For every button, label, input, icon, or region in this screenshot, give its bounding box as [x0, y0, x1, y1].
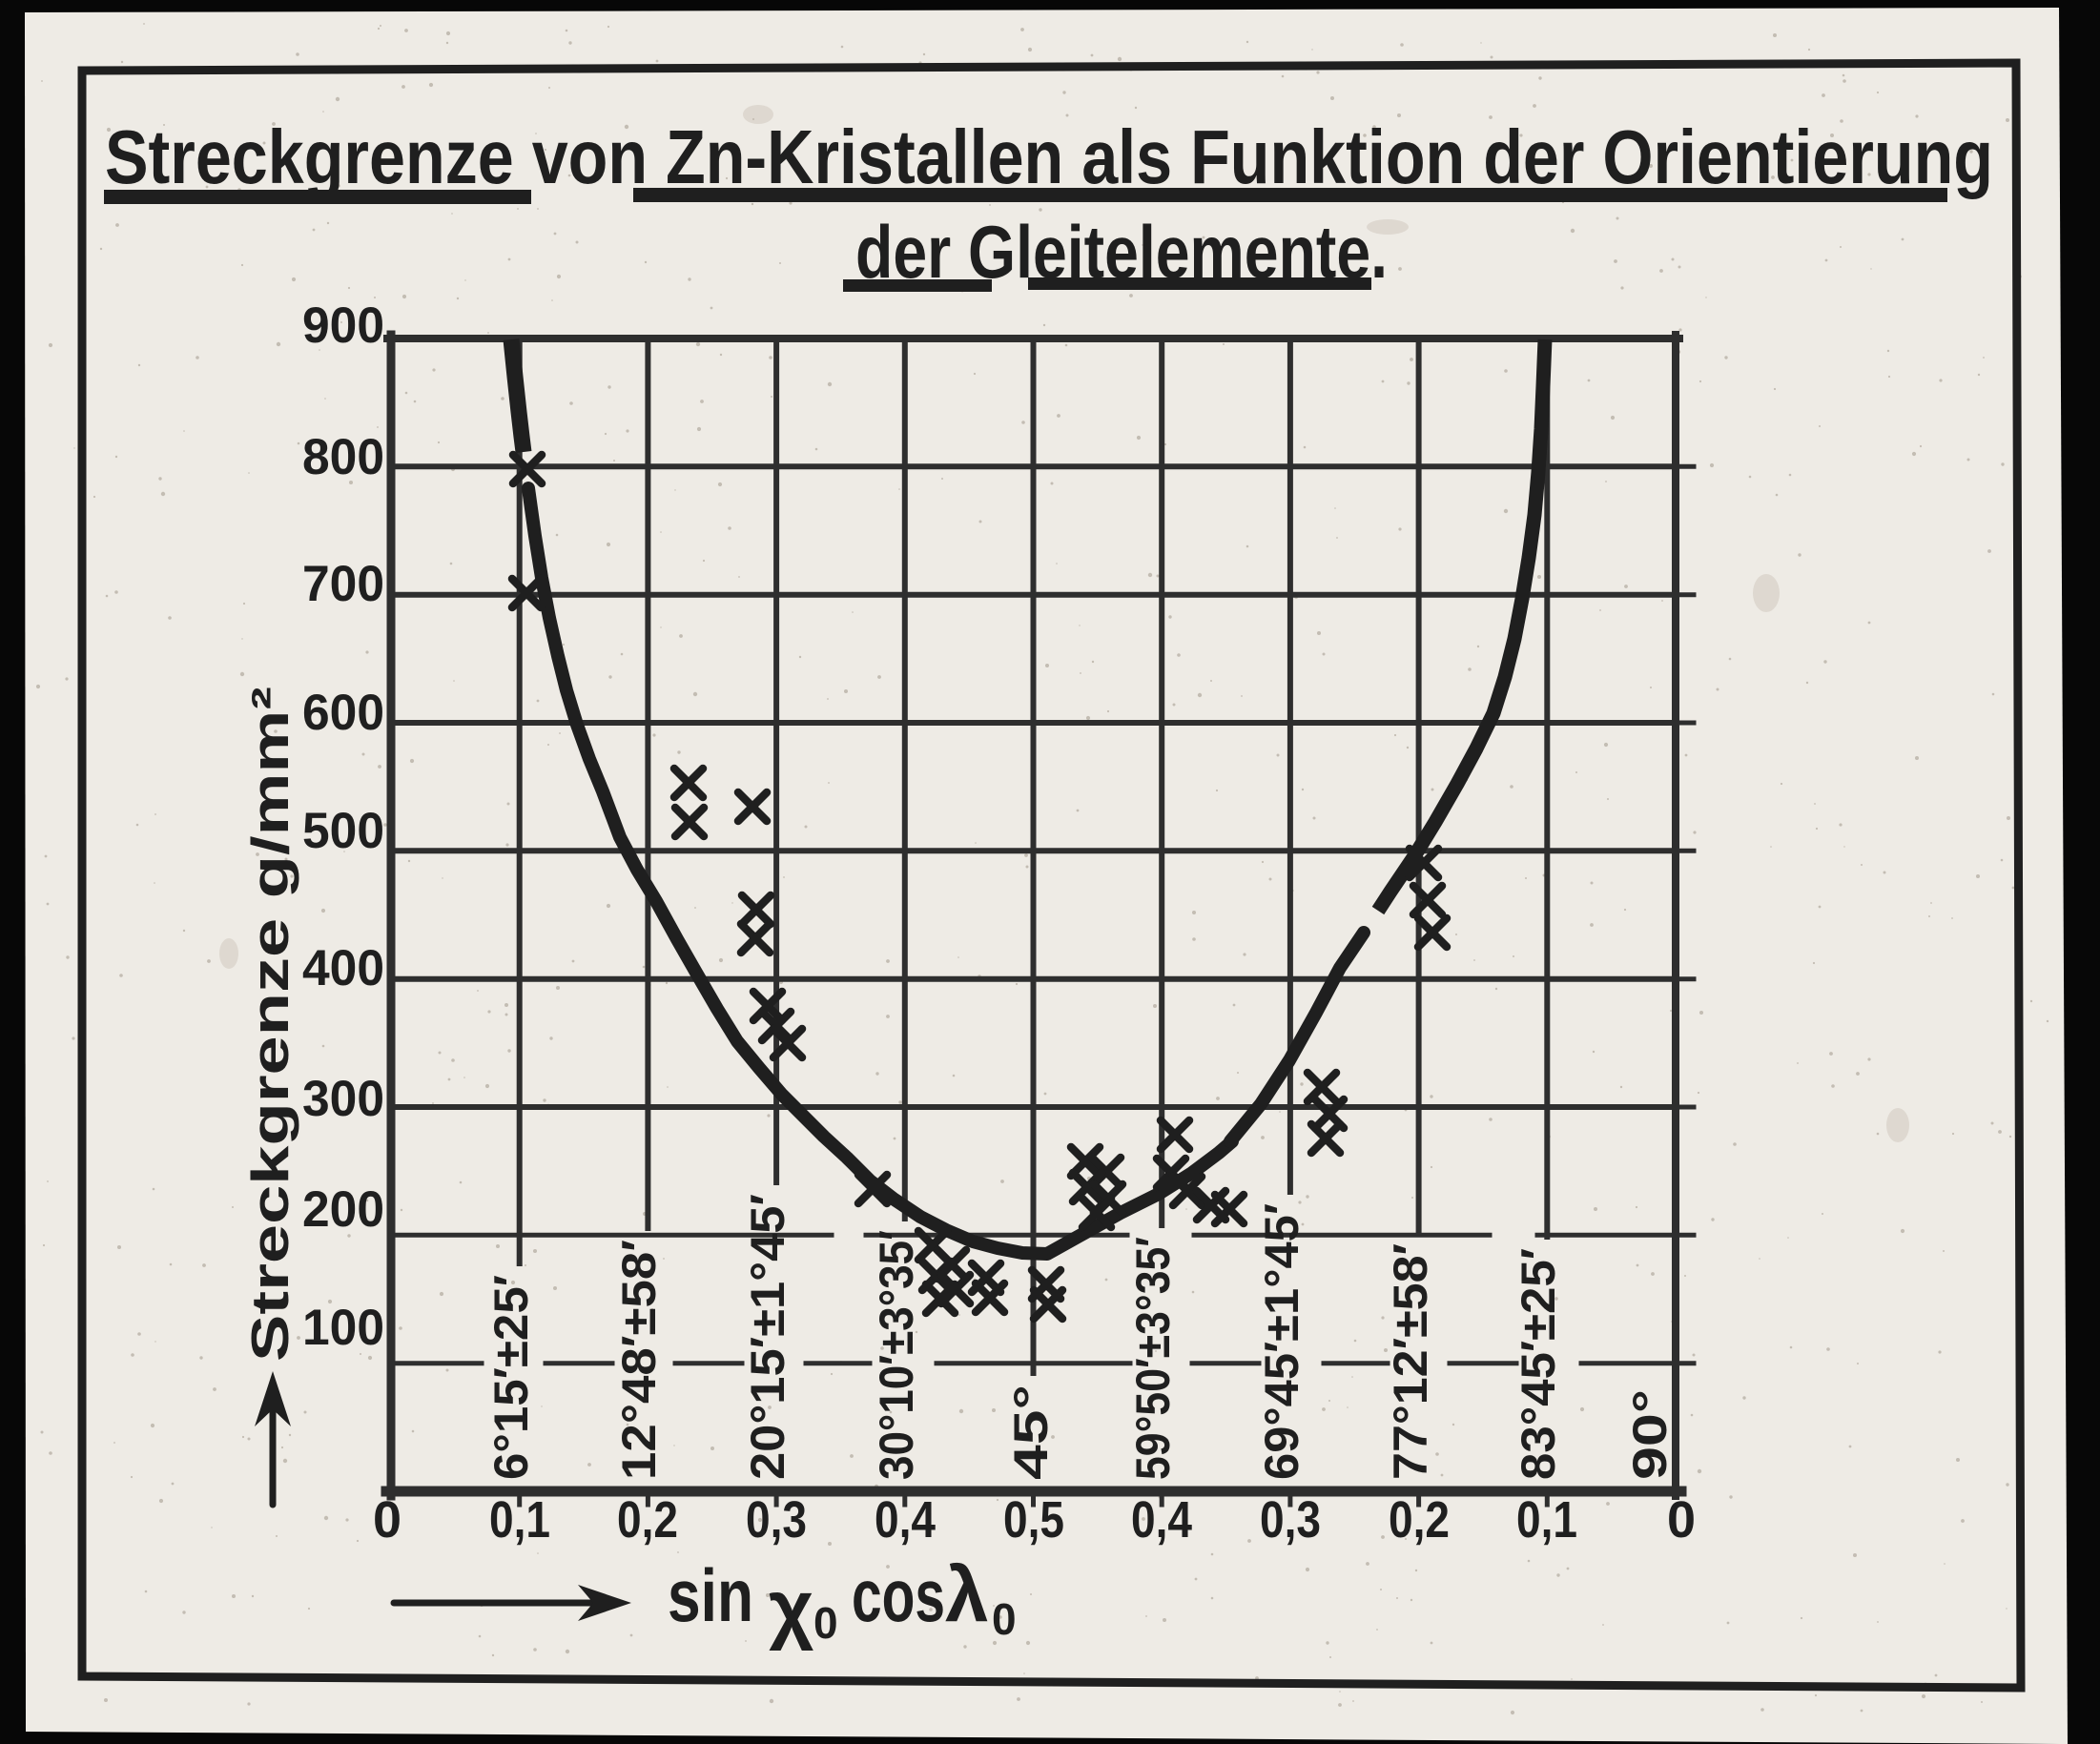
svg-text:300: 300	[302, 1071, 384, 1127]
svg-text:0,3: 0,3	[1260, 1491, 1321, 1549]
svg-text:59°50′±3°35′: 59°50′±3°35′	[1126, 1237, 1180, 1480]
svg-text:0: 0	[1667, 1491, 1696, 1549]
svg-text:Streckgrenze von Zn-Kristallen: Streckgrenze von Zn-Kristallen als Funkt…	[105, 114, 1993, 199]
svg-text:λ: λ	[945, 1551, 989, 1638]
svg-text:0: 0	[992, 1594, 1017, 1644]
svg-text:0,1: 0,1	[489, 1491, 550, 1549]
svg-text:0,3: 0,3	[746, 1491, 807, 1549]
svg-text:200: 200	[302, 1181, 384, 1238]
svg-text:600: 600	[302, 685, 384, 741]
svg-text:12°48′±58′: 12°48′±58′	[612, 1240, 666, 1480]
svg-text:χ: χ	[769, 1565, 813, 1652]
svg-text:0,4: 0,4	[875, 1491, 936, 1549]
svg-text:77°12′±58′: 77°12′±58′	[1384, 1243, 1437, 1480]
svg-text:0,4: 0,4	[1131, 1491, 1192, 1549]
svg-text:6°15′±25′: 6°15′±25′	[484, 1275, 538, 1480]
svg-text:45°: 45°	[1004, 1385, 1058, 1480]
svg-text:sin: sin	[668, 1553, 753, 1637]
svg-text:30°10′±3°35′: 30°10′±3°35′	[870, 1230, 923, 1480]
svg-text:0,1: 0,1	[1516, 1491, 1577, 1549]
svg-text:0: 0	[813, 1598, 838, 1648]
svg-text:800: 800	[302, 429, 384, 485]
svg-text:83°45′±25′: 83°45′±25′	[1512, 1248, 1565, 1480]
svg-text:900: 900	[302, 298, 384, 354]
svg-text:0,2: 0,2	[617, 1491, 678, 1549]
svg-text:700: 700	[302, 556, 384, 612]
svg-text:cos: cos	[852, 1553, 945, 1637]
svg-text:0: 0	[373, 1491, 401, 1549]
svg-text:0,2: 0,2	[1389, 1491, 1450, 1549]
svg-text:500: 500	[302, 803, 384, 859]
svg-text:90°: 90°	[1623, 1389, 1677, 1480]
svg-text:400: 400	[302, 940, 384, 996]
svg-text:Streckgrenze g/mm²: Streckgrenze g/mm²	[240, 687, 299, 1362]
svg-text:100: 100	[302, 1300, 384, 1356]
svg-text:0,5: 0,5	[1003, 1491, 1064, 1549]
svg-text:20°15′±1°45′: 20°15′±1°45′	[741, 1194, 794, 1480]
svg-text:69°45′±1°45′: 69°45′±1°45′	[1255, 1203, 1308, 1480]
